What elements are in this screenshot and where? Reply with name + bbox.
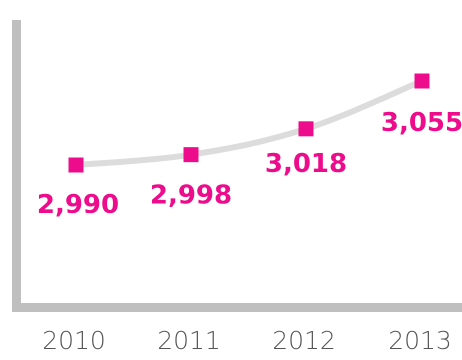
- data-point-marker-2013: [414, 73, 430, 89]
- x-axis-line: [12, 303, 462, 312]
- x-tick-label-2010: 2010: [42, 326, 106, 355]
- axes: [12, 20, 462, 312]
- data-point-marker-2012: [298, 121, 314, 137]
- marker-group: [68, 73, 430, 173]
- x-tick-label-group: 2010 2011 2012 2013: [42, 326, 452, 355]
- data-label-group: 2,990 2,998 3,018 3,055: [37, 108, 462, 220]
- data-label-2013: 3,055: [381, 108, 462, 138]
- series-line-group: [73, 78, 425, 168]
- data-point-marker-2011: [183, 147, 199, 163]
- data-label-2010: 2,990: [37, 190, 119, 220]
- x-tick-label-2011: 2011: [157, 326, 221, 355]
- y-axis-line: [12, 20, 21, 311]
- data-label-2011: 2,998: [150, 181, 232, 211]
- x-tick-label-2012: 2012: [272, 326, 336, 355]
- data-label-2012: 3,018: [265, 149, 347, 179]
- x-tick-label-2013: 2013: [388, 326, 452, 355]
- series-line: [73, 78, 425, 168]
- data-point-marker-2010: [68, 157, 84, 173]
